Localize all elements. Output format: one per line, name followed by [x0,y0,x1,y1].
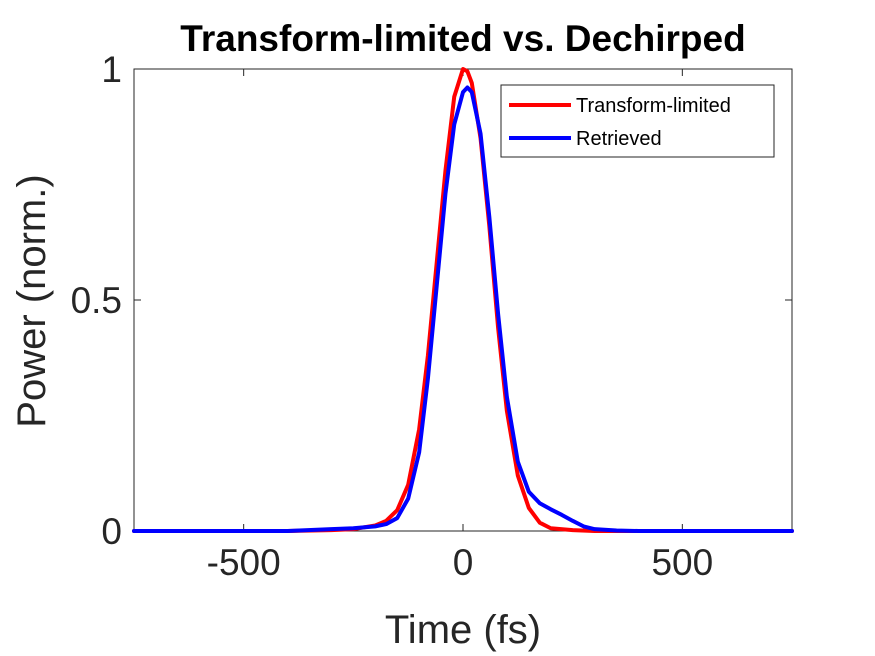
series-layer [132,67,794,533]
x-axis-label: Time (fs) [385,608,541,652]
x-tick-label: 0 [453,542,474,583]
y-axis-label: Power (norm.) [10,174,54,427]
x-tick-label: -500 [207,542,281,583]
tick-labels: -500 0 500 0 0.5 1 [71,49,714,583]
series-line-transform-limited [132,67,794,533]
legend-label: Retrieved [576,128,662,150]
legend: Transform-limited Retrieved [500,84,775,158]
y-tick-label: 0.5 [71,280,122,321]
series-line-retrieved [132,85,794,533]
legend-label: Transform-limited [576,95,731,117]
y-tick-label: 0 [101,511,122,552]
x-tick-label: 500 [651,542,713,583]
chart-title: Transform-limited vs. Dechirped [180,18,745,59]
legend-box [500,84,775,158]
y-tick-label: 1 [101,49,122,90]
